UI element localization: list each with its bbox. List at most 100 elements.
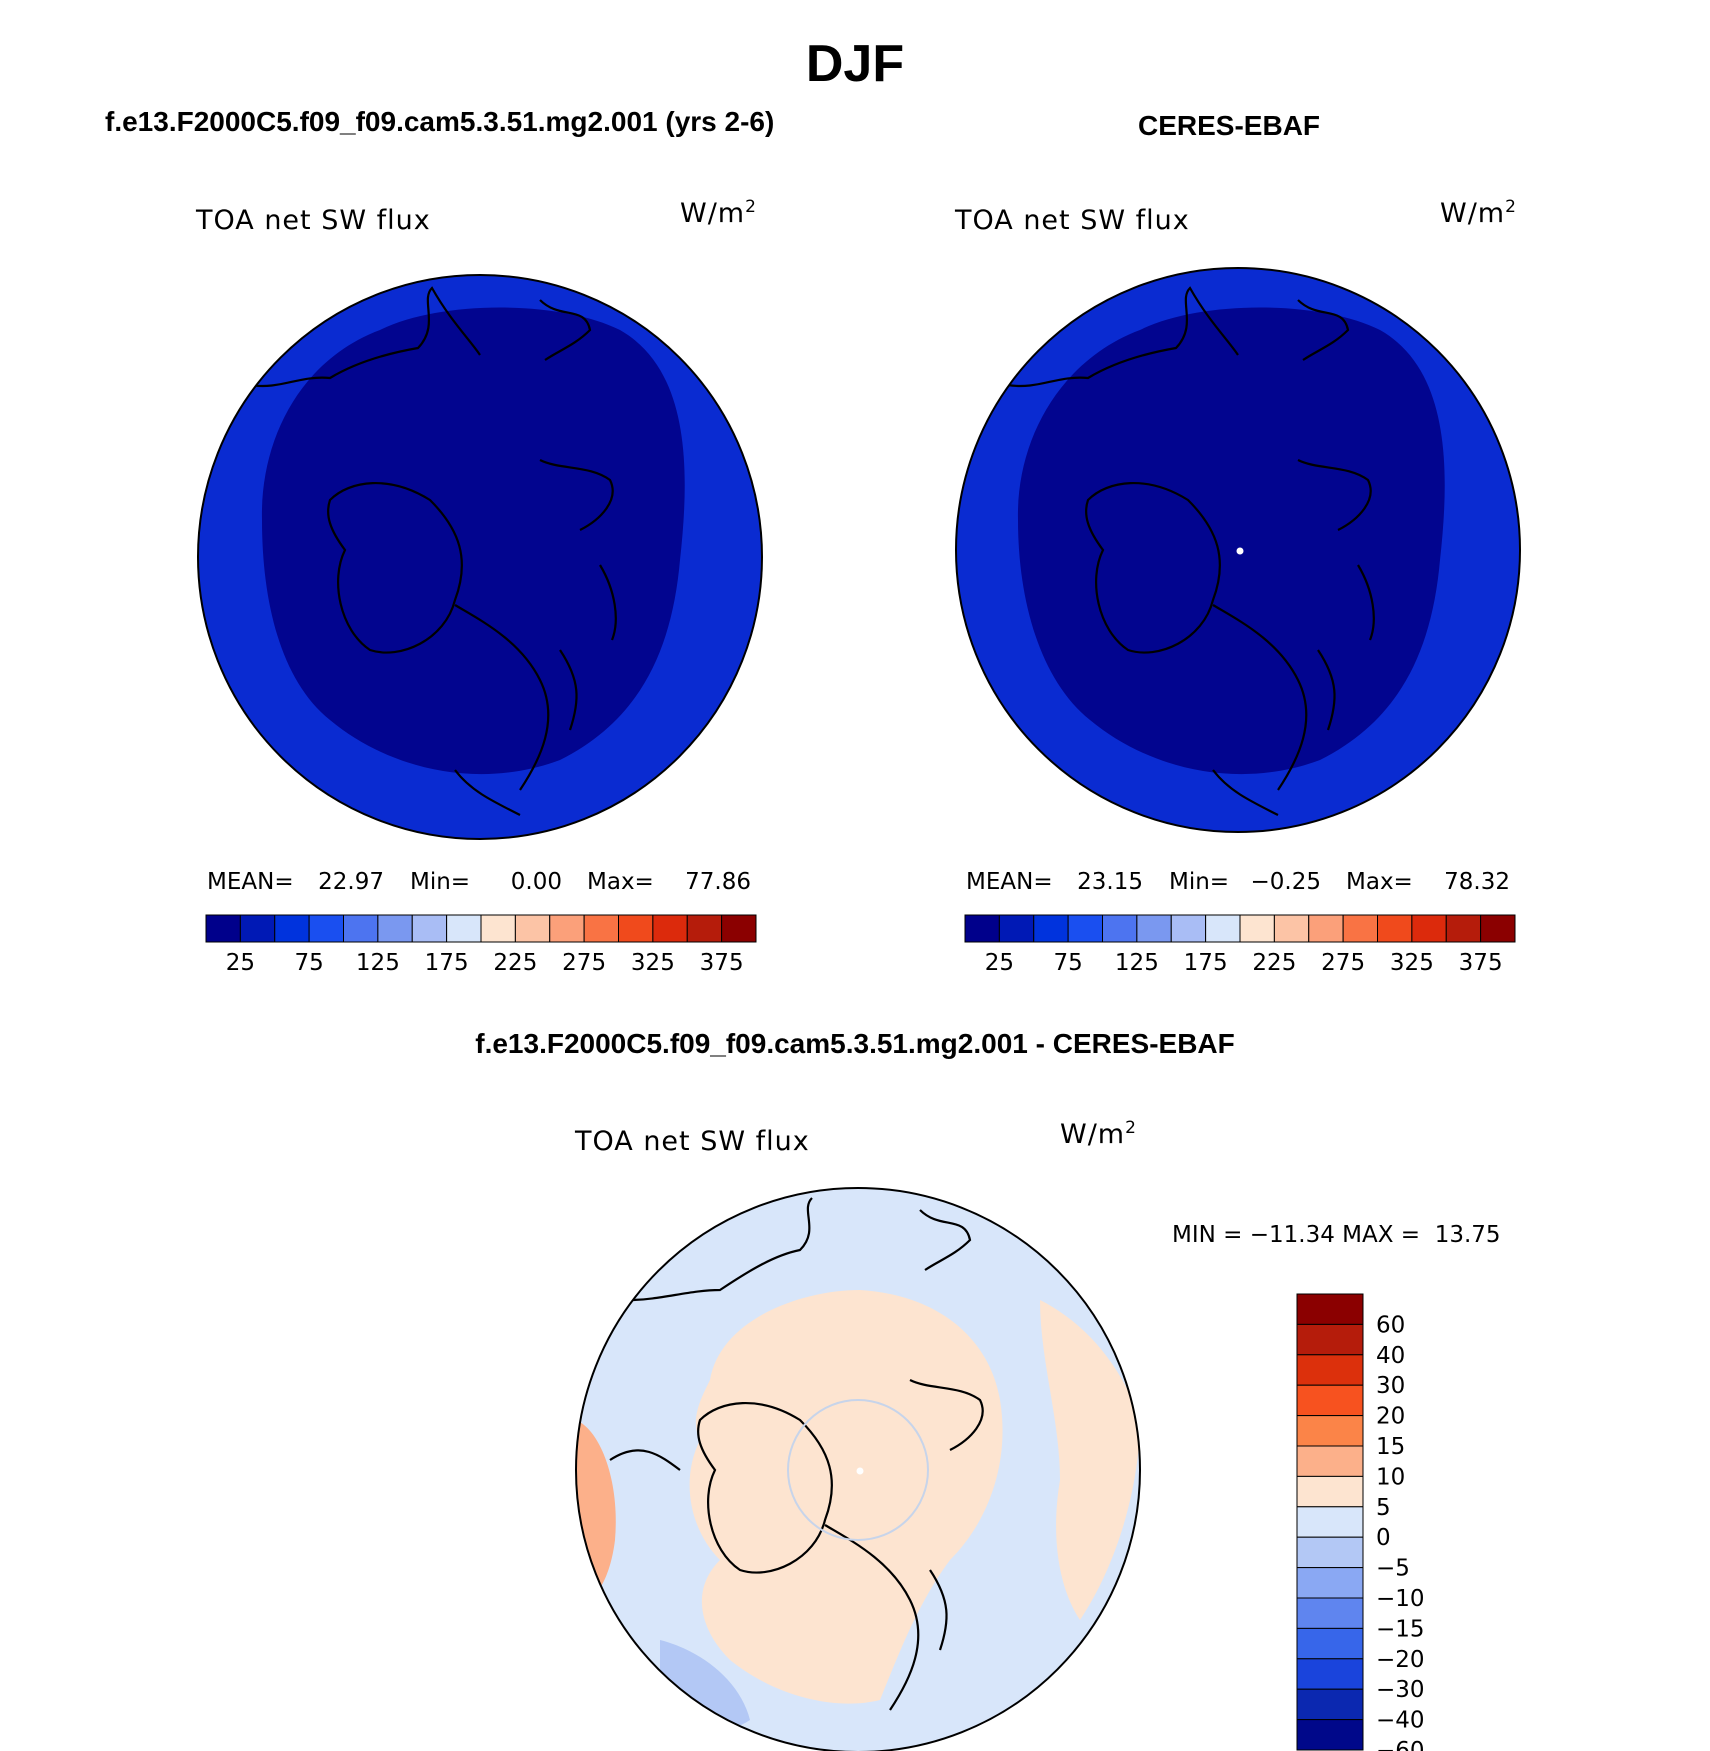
colorbar-1-swatch bbox=[239, 914, 276, 943]
colorbar-1-swatch bbox=[480, 914, 516, 943]
panel-1-stat-max: 77.86 bbox=[685, 869, 751, 895]
colorbar-2-swatch bbox=[1067, 914, 1103, 943]
panel-1-case-title: f.e13.F2000C5.f09_f09.cam5.3.51.mg2.001 … bbox=[105, 106, 775, 137]
panel-2-stat-max: 78.32 bbox=[1444, 869, 1510, 895]
colorbar-diff-label: −5 bbox=[1376, 1556, 1410, 1582]
colorbar-diff-swatch bbox=[1296, 1506, 1364, 1538]
panel-2-stat-mean-label: MEAN= bbox=[966, 869, 1053, 895]
map-diff-border bbox=[575, 1187, 1141, 1751]
colorbar-diff-label: 20 bbox=[1376, 1404, 1405, 1430]
colorbar-2-swatch bbox=[964, 914, 1000, 943]
colorbar-1-swatch bbox=[514, 914, 551, 943]
colorbar-diff-label: −30 bbox=[1376, 1677, 1425, 1703]
colorbar-1-swatch bbox=[686, 914, 723, 943]
panel-1-variable: TOA net SW flux bbox=[196, 205, 431, 236]
diff-units-sup: 2 bbox=[1125, 1118, 1137, 1138]
colorbar-2-swatch bbox=[1411, 914, 1447, 943]
colorbar-diff-swatch bbox=[1296, 1719, 1364, 1751]
panel-1-stat-min: 0.00 bbox=[511, 869, 562, 895]
map-1-border bbox=[197, 274, 763, 840]
colorbar-2-label: 275 bbox=[1321, 950, 1365, 976]
panel-2-case-title: CERES-EBAF bbox=[1138, 110, 1321, 141]
map-2-north-pole-dot bbox=[1236, 547, 1244, 555]
colorbar-2-swatch bbox=[1102, 914, 1138, 943]
page-title: DJF bbox=[805, 35, 905, 93]
colorbar-2-label: 175 bbox=[1184, 950, 1228, 976]
colorbar-1-swatch bbox=[652, 914, 688, 943]
panel-2-units: W/m2 bbox=[1440, 197, 1517, 229]
colorbar-1-swatch bbox=[721, 914, 757, 943]
map-1-coastlines bbox=[249, 286, 617, 816]
colorbar-2-swatch bbox=[1445, 914, 1482, 943]
panel-1-stat-max-label: Max= bbox=[587, 869, 654, 895]
colorbar-2-swatch bbox=[1170, 914, 1207, 943]
colorbar-diff-swatch bbox=[1296, 1597, 1364, 1629]
map-2 bbox=[955, 267, 1521, 833]
colorbar-2-swatch bbox=[1205, 914, 1241, 943]
map-diff-positive-region bbox=[689, 1290, 1003, 1704]
colorbar-1-label: 325 bbox=[631, 950, 675, 976]
colorbar-1-swatch bbox=[549, 914, 585, 943]
colorbar-1-label: 25 bbox=[226, 950, 255, 976]
colorbar-diff-swatch bbox=[1296, 1536, 1364, 1569]
colorbar-2-swatch bbox=[1033, 914, 1069, 943]
colorbar-diff-label: −20 bbox=[1376, 1647, 1425, 1673]
colorbar-diff-swatch bbox=[1296, 1658, 1364, 1690]
colorbar-2-label: 325 bbox=[1390, 950, 1434, 976]
colorbar-2-swatch bbox=[1480, 914, 1516, 943]
colorbar-diff-label: 15 bbox=[1376, 1434, 1405, 1460]
colorbar-diff-label: −10 bbox=[1376, 1586, 1425, 1612]
colorbar-2-swatch bbox=[998, 914, 1035, 943]
colorbar-1-label: 275 bbox=[562, 950, 606, 976]
colorbar-2-label: 225 bbox=[1252, 950, 1296, 976]
colorbar-1-swatch bbox=[618, 914, 654, 943]
diff-case-title: f.e13.F2000C5.f09_f09.cam5.3.51.mg2.001 … bbox=[475, 1028, 1235, 1059]
colorbar-2-label: 375 bbox=[1459, 950, 1503, 976]
colorbar-2-swatch bbox=[1342, 914, 1378, 943]
colorbar-1-label: 75 bbox=[294, 950, 323, 976]
map-2-border bbox=[955, 267, 1521, 833]
colorbar-2-label: 125 bbox=[1115, 950, 1159, 976]
colorbar-1-label: 125 bbox=[356, 950, 400, 976]
panel-1-units-sup: 2 bbox=[745, 197, 757, 217]
panel-2-units-sup: 2 bbox=[1505, 197, 1517, 217]
colorbar-diff-swatch bbox=[1296, 1627, 1364, 1660]
panel-2-units-base: W/m bbox=[1440, 198, 1506, 229]
colorbar-diff-swatch bbox=[1296, 1445, 1364, 1477]
panel-2-stat-min-label: Min= bbox=[1169, 869, 1229, 895]
diff-units-base: W/m bbox=[1060, 1119, 1126, 1150]
colorbar-1-swatch bbox=[411, 914, 448, 943]
colorbar-1-swatch bbox=[583, 914, 619, 943]
colorbar-diff-swatch bbox=[1296, 1384, 1364, 1417]
map-diff-positive-region-east bbox=[1040, 1300, 1140, 1620]
colorbar-diff-label: −40 bbox=[1376, 1708, 1425, 1734]
colorbar-2-swatch bbox=[1273, 914, 1310, 943]
colorbar-1-swatch bbox=[446, 914, 482, 943]
colorbar-diff-swatch bbox=[1296, 1567, 1364, 1599]
map-2-inner-zone bbox=[1017, 307, 1445, 775]
colorbar-diff-label: 40 bbox=[1376, 1343, 1405, 1369]
map-2-coastlines bbox=[1007, 286, 1375, 816]
colorbar-diff-swatch bbox=[1296, 1323, 1364, 1356]
panel-1-units-base: W/m bbox=[680, 198, 746, 229]
map-diff-coastlines bbox=[609, 1197, 984, 1711]
map-1 bbox=[197, 274, 763, 840]
map-1-inner-zone bbox=[261, 307, 685, 775]
colorbar-1-swatch bbox=[308, 914, 344, 943]
colorbar-diff-label: 5 bbox=[1376, 1495, 1391, 1521]
colorbar-1-label: 225 bbox=[493, 950, 537, 976]
panel-2-variable: TOA net SW flux bbox=[955, 205, 1190, 236]
colorbar-2-swatch bbox=[1308, 914, 1344, 943]
colorbar-1-swatch bbox=[274, 914, 310, 943]
map-diff-latitude-ring bbox=[787, 1399, 929, 1541]
diff-minmax: MIN = −11.34 MAX = 13.75 bbox=[1172, 1222, 1501, 1248]
map-diff bbox=[575, 1187, 1141, 1751]
diff-units: W/m2 bbox=[1060, 1118, 1137, 1150]
panel-2-stat-min: −0.25 bbox=[1251, 869, 1321, 895]
colorbar-diff-label: 30 bbox=[1376, 1373, 1405, 1399]
panel-1-units: W/m2 bbox=[680, 197, 757, 229]
colorbar-1-label: 375 bbox=[700, 950, 744, 976]
colorbar-2-swatch bbox=[1239, 914, 1275, 943]
colorbar-2-swatch bbox=[1136, 914, 1172, 943]
colorbar-diff-label: 10 bbox=[1376, 1464, 1405, 1490]
